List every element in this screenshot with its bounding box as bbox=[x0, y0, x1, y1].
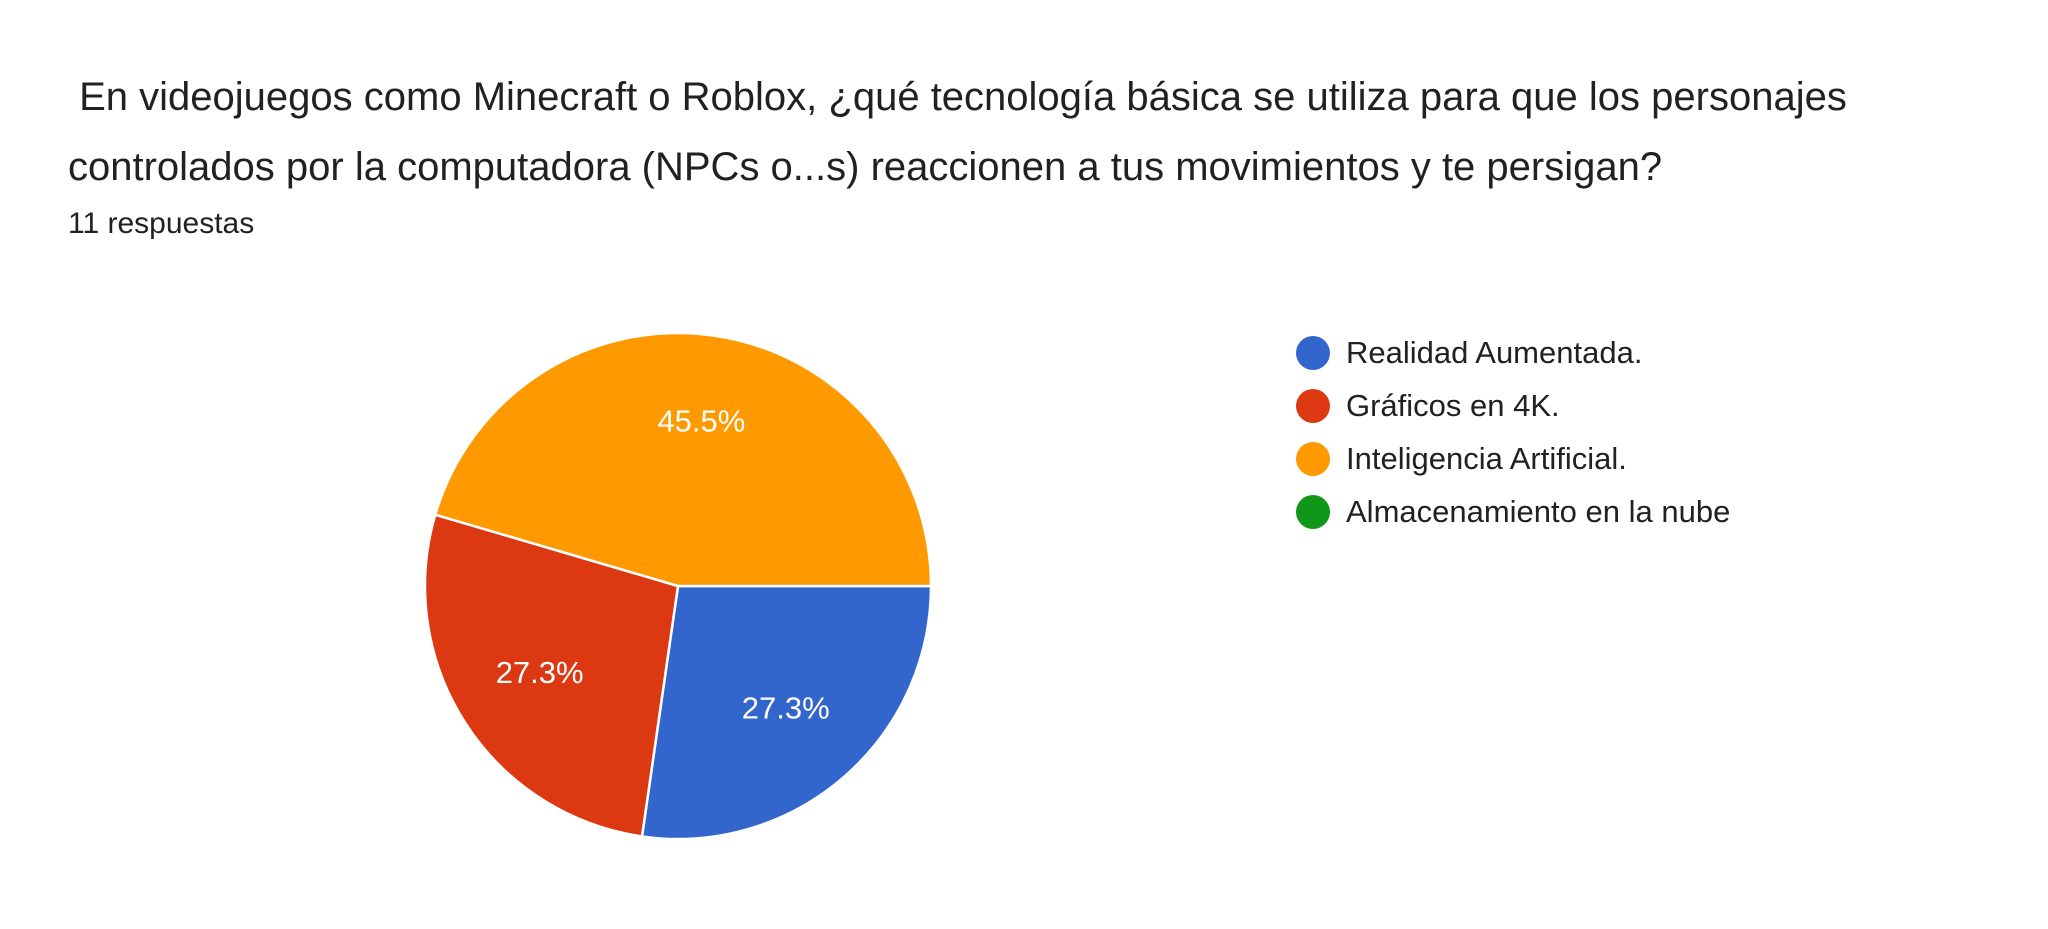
legend-swatch bbox=[1296, 494, 1330, 529]
response-count: 11 respuestas bbox=[68, 207, 255, 240]
legend-label: Gráficos en 4K. bbox=[1346, 387, 1560, 423]
legend-label: Almacenamiento en la nube bbox=[1346, 493, 1731, 529]
pie-slice-3[interactable] bbox=[433, 331, 933, 588]
legend-item-4[interactable]: Almacenamiento en la nube bbox=[1296, 485, 1730, 538]
legend-item-3[interactable]: Inteligencia Artificial. bbox=[1296, 432, 1730, 485]
pie-slice-label-1: 27.3% bbox=[742, 690, 830, 725]
pie-slice-2[interactable] bbox=[423, 513, 680, 838]
legend-swatch bbox=[1296, 388, 1330, 423]
chart-legend: Realidad Aumentada. Gráficos en 4K. Inteli… bbox=[1296, 326, 1730, 538]
legend-swatch bbox=[1296, 441, 1330, 476]
question-title: En videojuegos como Minecraft o Roblox, … bbox=[68, 75, 1858, 189]
pie-slices bbox=[423, 331, 933, 841]
pie-slice-label-2: 27.3% bbox=[496, 655, 584, 690]
legend-label: Inteligencia Artificial. bbox=[1346, 440, 1627, 476]
pie-labels: 27.3% 27.3% 45.5% bbox=[496, 403, 830, 725]
legend-item-2[interactable]: Gráficos en 4K. bbox=[1296, 379, 1730, 432]
pie-slice-label-3: 45.5% bbox=[657, 403, 745, 438]
pie-slice-1[interactable] bbox=[640, 584, 933, 841]
legend-label: Realidad Aumentada. bbox=[1346, 334, 1643, 370]
legend-item-1[interactable]: Realidad Aumentada. bbox=[1296, 326, 1730, 379]
legend-swatch bbox=[1296, 335, 1330, 370]
